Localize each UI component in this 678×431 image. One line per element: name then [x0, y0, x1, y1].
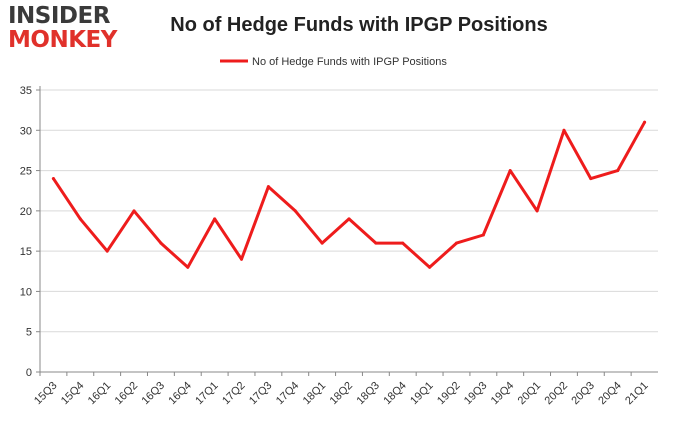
logo-text-top: INSIDER	[8, 3, 110, 29]
legend-label: No of Hedge Funds with IPGP Positions	[252, 56, 447, 68]
y-tick-label: 30	[20, 125, 32, 137]
data-point	[428, 265, 432, 269]
y-tick-label: 25	[20, 166, 32, 178]
x-tick-label: 20Q3	[569, 380, 597, 408]
data-point	[616, 169, 620, 173]
x-tick-label: 21Q1	[623, 380, 651, 408]
data-point	[454, 241, 458, 245]
x-tick-label: 20Q4	[596, 380, 624, 408]
x-tick-label: 19Q4	[489, 380, 517, 408]
y-tick-label: 15	[20, 246, 32, 258]
x-tick-label: 19Q1	[408, 380, 436, 408]
data-point	[562, 128, 566, 132]
series-line	[51, 120, 647, 269]
data-point	[347, 217, 351, 221]
y-tick-label: 5	[26, 327, 32, 339]
x-tick-label: 20Q2	[543, 380, 571, 408]
data-point	[481, 233, 485, 237]
x-tick-label: 16Q4	[166, 380, 194, 408]
data-point	[186, 265, 190, 269]
chart-title: No of Hedge Funds with IPGP Positions	[170, 14, 548, 36]
x-tick-label: 19Q3	[462, 380, 490, 408]
x-tick-label: 18Q2	[328, 380, 356, 408]
data-point	[105, 249, 109, 253]
legend: No of Hedge Funds with IPGP Positions	[220, 56, 447, 68]
x-tick-labels: 15Q3 15Q4 16Q1 16Q2 16Q3 16Q4 17Q1 17Q2 17Q3 17Q4…	[32, 380, 651, 408]
x-tick-label: 18Q1	[301, 380, 329, 408]
data-point	[374, 241, 378, 245]
data-point	[266, 185, 270, 189]
x-tick-label: 17Q2	[220, 380, 248, 408]
series-lines	[51, 120, 647, 269]
data-point	[132, 209, 136, 213]
x-tick-label: 17Q4	[274, 380, 302, 408]
x-tick-label: 16Q3	[140, 380, 168, 408]
data-point	[401, 241, 405, 245]
data-point	[320, 241, 324, 245]
x-tick-label: 16Q2	[113, 380, 141, 408]
data-point	[51, 177, 55, 181]
x-tick-label: 17Q3	[247, 380, 275, 408]
data-point	[78, 217, 82, 221]
x-tick-label: 15Q3	[32, 380, 60, 408]
logo-text-bottom: MONKEY	[8, 27, 117, 53]
x-tick-label: 16Q1	[86, 380, 114, 408]
data-point	[213, 217, 217, 221]
y-tick-labels: 0 5 10 15 20 25 30 35	[20, 85, 32, 379]
insider-monkey-logo: INSIDER MONKEY	[8, 4, 126, 54]
x-tick-label: 15Q4	[59, 380, 87, 408]
x-tick-label: 17Q1	[193, 380, 221, 408]
data-point	[643, 120, 647, 124]
y-tick-label: 10	[20, 286, 32, 298]
x-tick-label: 20Q1	[516, 380, 544, 408]
y-tick-label: 0	[26, 367, 32, 379]
y-tick-label: 35	[20, 85, 32, 97]
grid-lines	[40, 89, 658, 333]
y-tick-label: 20	[20, 206, 32, 218]
data-point	[159, 241, 163, 245]
axes	[36, 86, 658, 376]
data-point	[589, 177, 593, 181]
data-point	[535, 209, 539, 213]
x-tick-label: 18Q4	[381, 380, 409, 408]
x-tick-label: 18Q3	[354, 380, 382, 408]
data-point	[508, 169, 512, 173]
data-point	[293, 209, 297, 213]
x-tick-label: 19Q2	[435, 380, 463, 408]
data-point	[240, 257, 244, 261]
